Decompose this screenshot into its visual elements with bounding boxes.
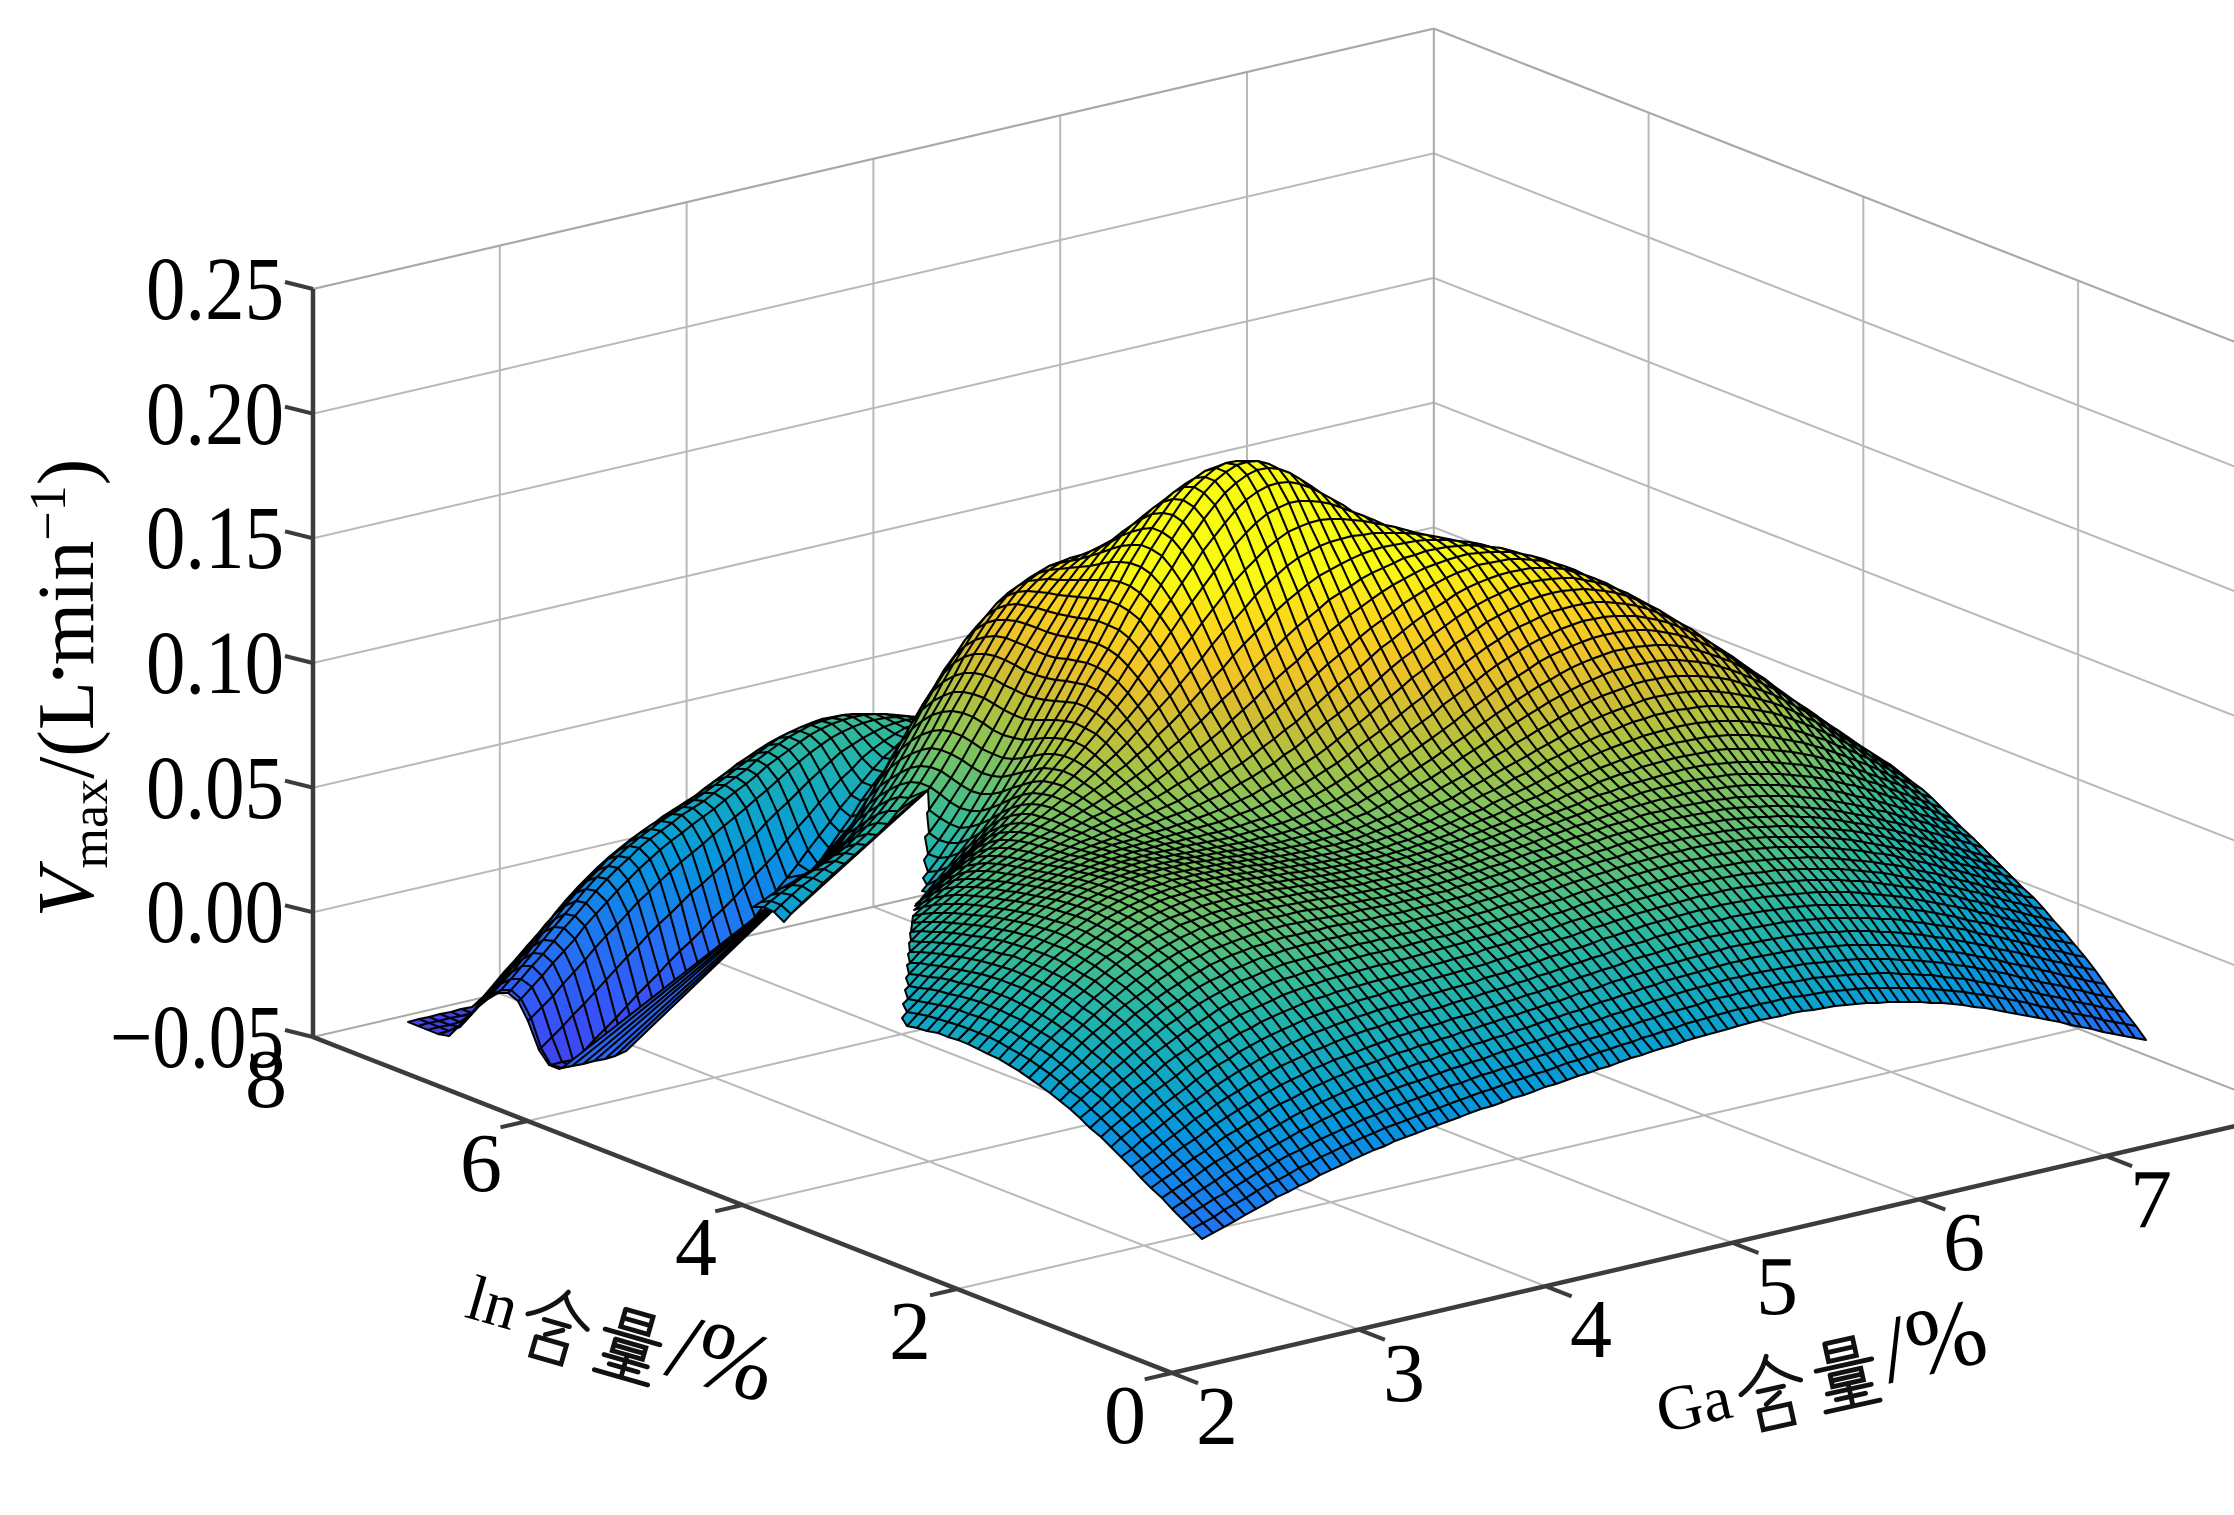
svg-text:0.25: 0.25 [146,240,284,339]
svg-text:7: 7 [2130,1153,2172,1246]
svg-text:6: 6 [1943,1196,1985,1289]
svg-text:5: 5 [1756,1240,1798,1333]
svg-text:0.20: 0.20 [146,365,284,464]
svg-text:0.10: 0.10 [146,614,284,713]
svg-text:6: 6 [460,1117,502,1210]
svg-text:0.15: 0.15 [146,489,284,588]
svg-text:0.00: 0.00 [146,863,284,962]
svg-text:2: 2 [1196,1370,1238,1463]
svg-text:4: 4 [1570,1283,1612,1376]
svg-text:8: 8 [245,1033,287,1126]
svg-text:Ga: Ga [1650,1361,1738,1446]
svg-text:0: 0 [1104,1369,1146,1462]
svg-text:/%: /% [1870,1277,1996,1403]
svg-text:Vmax/(L•min−1): Vmax/(L•min−1) [20,459,119,918]
svg-text:2: 2 [889,1285,931,1378]
svg-text:0.05: 0.05 [146,739,284,838]
svg-text:−0.05: −0.05 [110,988,284,1087]
svg-text:3: 3 [1383,1327,1425,1420]
svg-text:4: 4 [675,1201,717,1294]
